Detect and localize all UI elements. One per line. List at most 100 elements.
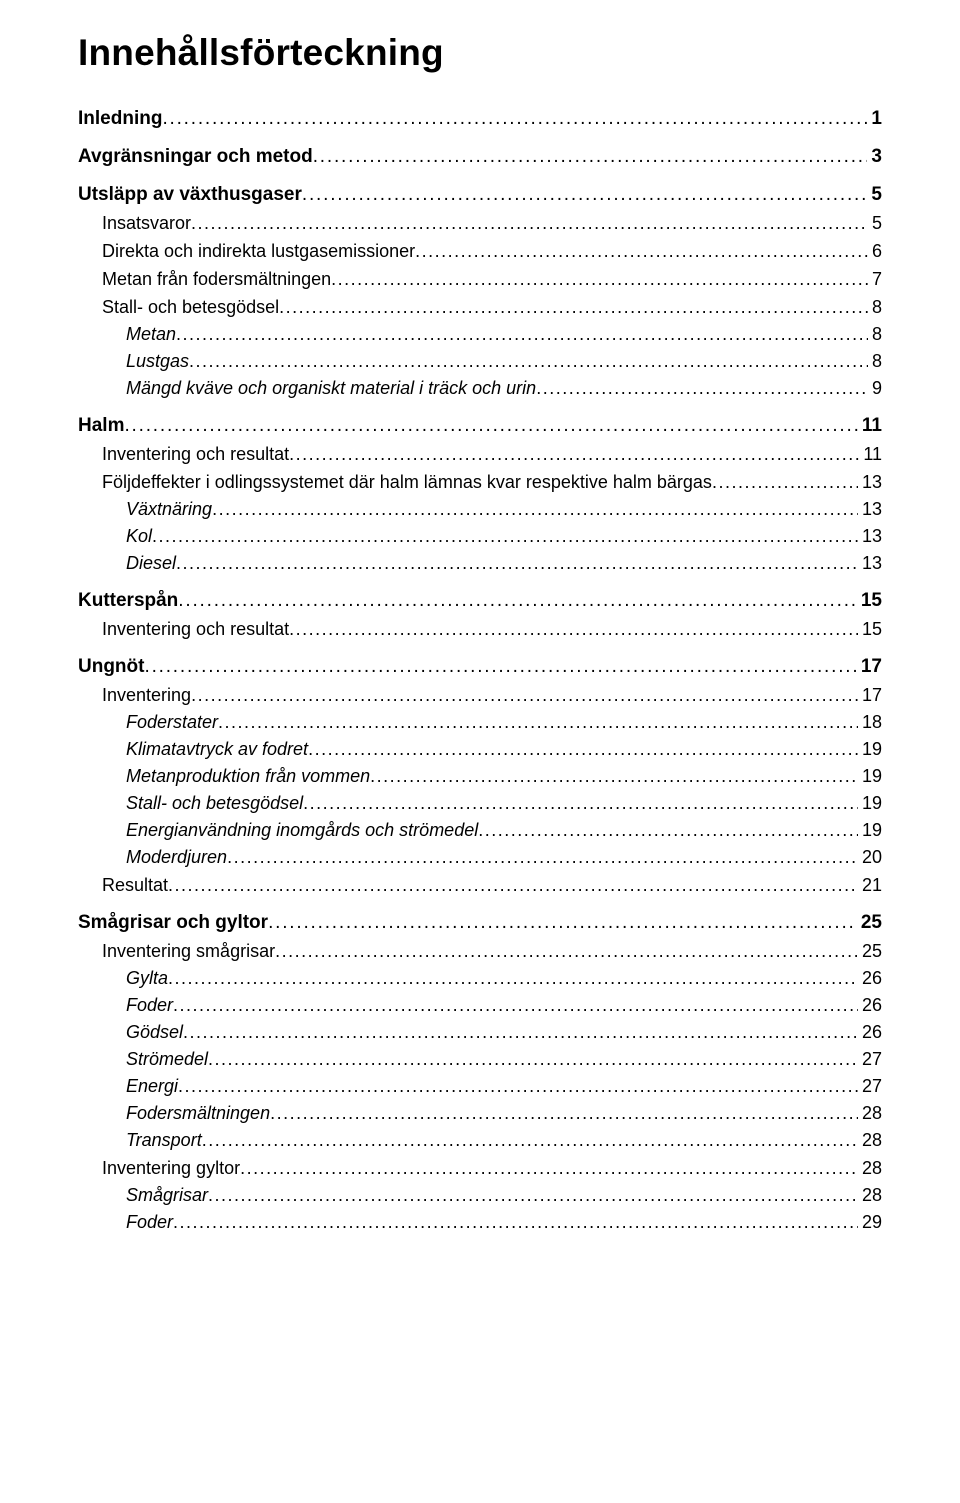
toc-leader-dots <box>152 526 858 547</box>
toc-entry: Gylta 26 <box>78 968 882 989</box>
toc-entry: Metan från fodersmältningen 7 <box>78 269 882 290</box>
toc-entry: Utsläpp av växthusgaser 5 <box>78 184 882 206</box>
toc-leader-dots <box>240 1158 858 1179</box>
toc-entry-page: 7 <box>868 269 882 290</box>
toc-entry: Metan 8 <box>78 324 882 345</box>
toc-entry-label: Energi <box>126 1076 178 1097</box>
toc-entry: Inledning 1 <box>78 108 882 130</box>
toc-entry: Följdeffekter i odlingssystemet där halm… <box>78 472 882 493</box>
toc-entry: Inventering smågrisar 25 <box>78 941 882 962</box>
toc-entry-page: 13 <box>858 499 882 520</box>
toc-leader-dots <box>173 995 858 1016</box>
toc-entry-label: Fodersmältningen <box>126 1103 270 1124</box>
toc-entry-page: 25 <box>857 912 882 934</box>
toc-leader-dots <box>191 213 868 234</box>
toc-entry: Ungnöt 17 <box>78 656 882 678</box>
toc-entry: Växtnäring 13 <box>78 499 882 520</box>
toc-entry-label: Metan från fodersmältningen <box>102 269 331 290</box>
toc-entry-label: Klimatavtryck av fodret <box>126 739 308 760</box>
toc-entry-label: Ungnöt <box>78 656 144 678</box>
toc-leader-dots <box>178 1076 858 1097</box>
toc-entry: Direkta och indirekta lustgasemissioner … <box>78 241 882 262</box>
toc-entry: Stall- och betesgödsel 19 <box>78 793 882 814</box>
page-title: Innehållsförteckning <box>78 32 882 74</box>
toc-entry-label: Moderdjuren <box>126 847 227 868</box>
toc-entry-label: Metanproduktion från vommen <box>126 766 370 787</box>
toc-entry-page: 5 <box>867 184 882 206</box>
toc-entry-label: Metan <box>126 324 176 345</box>
toc-leader-dots <box>289 619 858 640</box>
toc-entry-label: Smågrisar <box>126 1185 208 1206</box>
toc-entry-label: Energianvändning inomgårds och strömedel <box>126 820 478 841</box>
toc-leader-dots <box>183 1022 858 1043</box>
toc-entry-label: Växtnäring <box>126 499 212 520</box>
toc-leader-dots <box>370 766 858 787</box>
toc-entry-page: 19 <box>858 739 882 760</box>
toc-leader-dots <box>208 1185 858 1206</box>
toc-entry: Inventering gyltor 28 <box>78 1158 882 1179</box>
toc-entry-page: 15 <box>857 590 882 612</box>
toc-entry-label: Lustgas <box>126 351 189 372</box>
toc-entry: Diesel 13 <box>78 553 882 574</box>
toc-entry-label: Foderstater <box>126 712 218 733</box>
toc-entry: Gödsel 26 <box>78 1022 882 1043</box>
toc-entry-page: 28 <box>858 1158 882 1179</box>
toc-leader-dots <box>189 351 868 372</box>
toc-entry-page: 26 <box>858 1022 882 1043</box>
toc-entry-page: 13 <box>858 526 882 547</box>
toc-entry-label: Strömedel <box>126 1049 208 1070</box>
table-of-contents: Inledning 1 Avgränsningar och metod 3 Utsl… <box>78 108 882 1233</box>
toc-entry-label: Avgränsningar och metod <box>78 146 313 168</box>
toc-entry: Avgränsningar och metod 3 <box>78 146 882 168</box>
toc-entry: Transport 28 <box>78 1130 882 1151</box>
toc-entry: Mängd kväve och organiskt material i trä… <box>78 378 882 399</box>
toc-entry-label: Stall- och betesgödsel <box>102 297 279 318</box>
toc-entry-label: Inventering gyltor <box>102 1158 240 1179</box>
toc-entry-label: Inventering smågrisar <box>102 941 275 962</box>
toc-leader-dots <box>415 241 868 262</box>
toc-entry-page: 15 <box>858 619 882 640</box>
toc-leader-dots <box>331 269 868 290</box>
toc-entry: Fodersmältningen 28 <box>78 1103 882 1124</box>
toc-entry: Foder 29 <box>78 1212 882 1233</box>
toc-entry-page: 28 <box>858 1103 882 1124</box>
toc-entry: Inventering och resultat 11 <box>78 444 882 465</box>
toc-leader-dots <box>227 847 858 868</box>
toc-entry-page: 17 <box>858 685 882 706</box>
toc-entry: Halm 11 <box>78 415 882 437</box>
toc-entry-page: 17 <box>857 656 882 678</box>
toc-entry: Resultat 21 <box>78 875 882 896</box>
toc-entry-page: 9 <box>868 378 882 399</box>
toc-leader-dots <box>289 444 859 465</box>
toc-entry: Energianvändning inomgårds och strömedel… <box>78 820 882 841</box>
toc-entry-page: 25 <box>858 941 882 962</box>
toc-entry-label: Mängd kväve och organiskt material i trä… <box>126 378 536 399</box>
toc-entry: Klimatavtryck av fodret 19 <box>78 739 882 760</box>
toc-leader-dots <box>173 1212 858 1233</box>
toc-entry-page: 18 <box>858 712 882 733</box>
toc-entry: Smågrisar och gyltor 25 <box>78 912 882 934</box>
toc-entry: Inventering och resultat 15 <box>78 619 882 640</box>
toc-leader-dots <box>176 553 858 574</box>
toc-entry: Foderstater 18 <box>78 712 882 733</box>
toc-entry-page: 29 <box>858 1212 882 1233</box>
toc-entry-page: 27 <box>858 1076 882 1097</box>
toc-entry-page: 11 <box>859 444 882 465</box>
toc-leader-dots <box>308 739 858 760</box>
toc-entry-page: 28 <box>858 1185 882 1206</box>
toc-entry-page: 1 <box>867 108 882 130</box>
toc-entry-page: 3 <box>867 146 882 168</box>
toc-entry-label: Utsläpp av växthusgaser <box>78 184 302 206</box>
toc-leader-dots <box>178 590 857 612</box>
toc-leader-dots <box>124 415 857 437</box>
toc-entry: Moderdjuren 20 <box>78 847 882 868</box>
toc-entry-page: 20 <box>858 847 882 868</box>
toc-leader-dots <box>268 912 857 934</box>
toc-entry-page: 27 <box>858 1049 882 1070</box>
toc-leader-dots <box>176 324 868 345</box>
toc-entry-label: Inventering och resultat <box>102 444 289 465</box>
toc-leader-dots <box>536 378 868 399</box>
toc-entry-label: Följdeffekter i odlingssystemet där halm… <box>102 472 712 493</box>
toc-entry-page: 6 <box>868 241 882 262</box>
toc-entry-label: Diesel <box>126 553 176 574</box>
